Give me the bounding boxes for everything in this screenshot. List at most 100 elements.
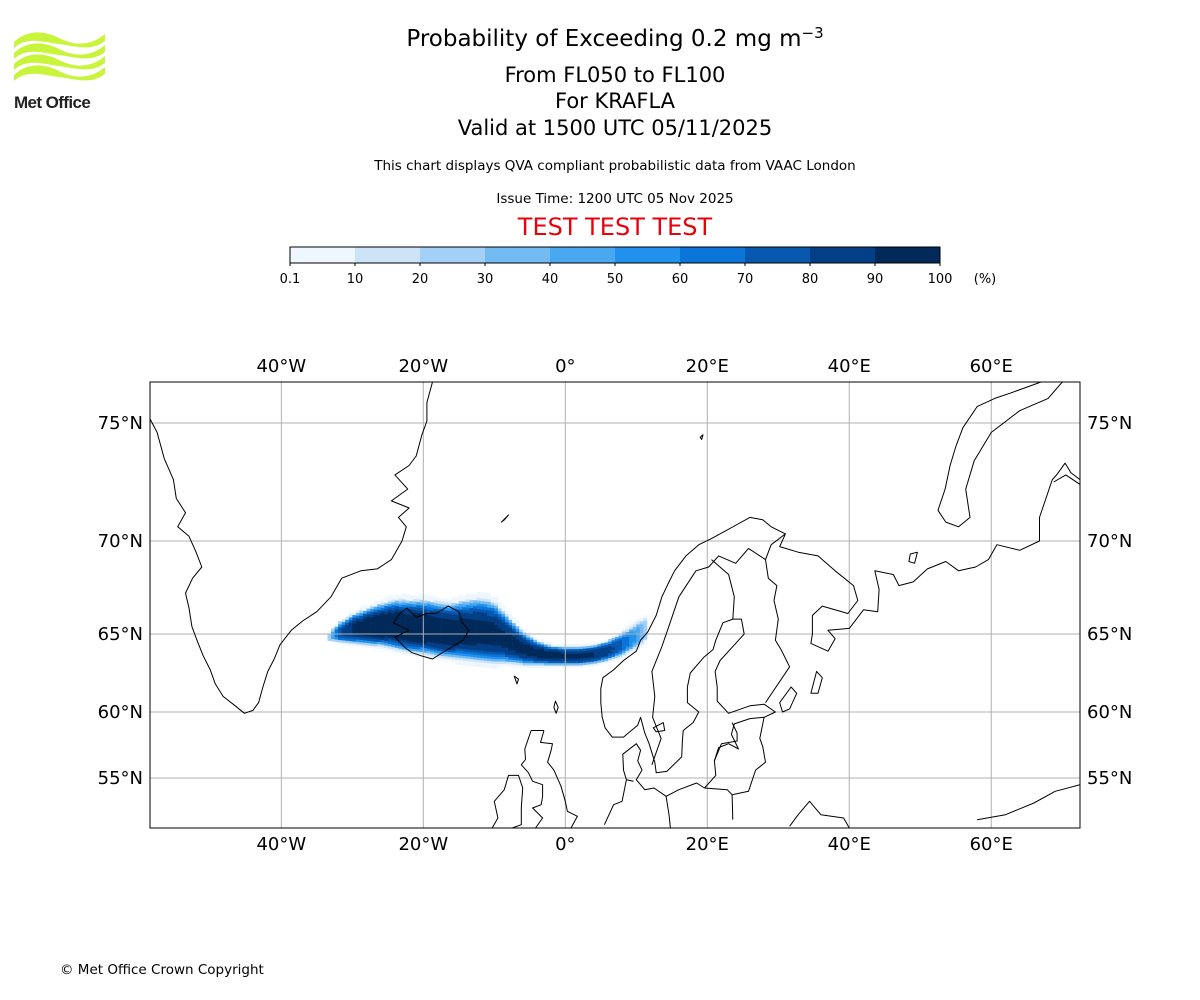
plume-cell xyxy=(366,645,371,648)
plume-cell xyxy=(455,600,460,604)
plume-cell xyxy=(352,631,357,635)
plume-cell xyxy=(441,626,445,630)
plume-cell xyxy=(473,663,477,667)
plume-cell xyxy=(558,658,563,661)
plume-cell xyxy=(455,636,460,639)
plume-cell xyxy=(416,607,421,611)
chart-title-text: Probability of Exceeding 0.2 mg m xyxy=(406,26,802,52)
plume-cell xyxy=(512,625,516,629)
plume-cell xyxy=(508,647,513,651)
baltic-coastline xyxy=(713,722,738,761)
plume-cell xyxy=(451,613,456,617)
plume-cell xyxy=(437,614,442,618)
plume-cell xyxy=(554,646,559,650)
plume-cell xyxy=(426,653,431,656)
plume-cell xyxy=(629,643,634,647)
plume-cell xyxy=(483,655,488,659)
plume-cell xyxy=(483,662,488,666)
plume-cell xyxy=(483,623,488,627)
plume-cell xyxy=(515,645,520,649)
plume-cell xyxy=(355,626,360,630)
plume-cell xyxy=(618,640,623,643)
yamal-coastline xyxy=(1053,474,1080,485)
plume-cell xyxy=(540,655,545,659)
plume-cell xyxy=(451,656,456,660)
plume-cell xyxy=(448,613,453,617)
plume-cell xyxy=(387,634,392,638)
plume-cell xyxy=(476,617,481,621)
plume-cell xyxy=(430,627,435,631)
plume-cell xyxy=(529,646,534,650)
plume-cell xyxy=(444,637,449,640)
plume-cell xyxy=(331,636,335,639)
great-britain-coastline xyxy=(520,730,578,828)
plume-cell xyxy=(462,658,467,661)
plume-cell xyxy=(547,653,552,657)
plume-cell xyxy=(370,605,374,610)
plume-cell xyxy=(469,610,474,614)
plume-cell xyxy=(394,630,399,634)
plume-cell xyxy=(387,609,392,613)
plume-cell xyxy=(505,640,509,643)
plume-cell xyxy=(501,627,506,631)
plume-cell xyxy=(618,635,623,639)
plume-cell xyxy=(412,634,417,638)
plume-cell xyxy=(540,651,545,654)
plume-cell xyxy=(455,628,460,632)
plume-cell xyxy=(458,636,463,640)
plume-cell xyxy=(540,653,545,657)
plume-cell xyxy=(565,655,570,659)
plume-cell xyxy=(632,626,637,630)
plume-cell xyxy=(426,655,431,659)
plume-cell xyxy=(455,650,460,653)
logo-waves-icon xyxy=(14,32,105,81)
plume-cell xyxy=(487,618,492,622)
plume-cell xyxy=(430,599,435,603)
plume-cell xyxy=(462,646,467,649)
colorbar-tick-label: 50 xyxy=(607,272,624,287)
plume-cell xyxy=(405,633,410,637)
plume-cell xyxy=(480,625,484,630)
plume-cell xyxy=(444,653,449,657)
plume-cell xyxy=(625,650,630,654)
plume-cell xyxy=(490,635,495,639)
plume-cell xyxy=(394,608,399,612)
plume-cell xyxy=(476,628,481,632)
plume-cell xyxy=(377,612,382,616)
plume-cell xyxy=(473,656,477,660)
plume-cell xyxy=(551,653,555,657)
plume-cell xyxy=(622,645,626,649)
plume-cell xyxy=(607,645,612,649)
plume-cell xyxy=(622,643,626,646)
plume-cell xyxy=(370,633,374,637)
plume-cell xyxy=(373,641,378,644)
plume-cell xyxy=(345,635,350,639)
plume-cell xyxy=(387,628,392,633)
plume-cell xyxy=(384,638,389,641)
plume-cell xyxy=(565,644,570,647)
plume-cell xyxy=(540,641,545,645)
plume-cell xyxy=(636,624,641,628)
plume-cell xyxy=(370,645,374,649)
plume-cell xyxy=(490,637,495,641)
plume-cell xyxy=(615,650,619,654)
plume-cell xyxy=(604,642,609,645)
plume-cell xyxy=(607,638,612,642)
plume-cell xyxy=(451,622,456,626)
plume-cell xyxy=(483,604,488,608)
plume-cell xyxy=(625,648,630,651)
plume-cell xyxy=(615,652,619,656)
plume-cell xyxy=(469,637,474,641)
colorbar-tick-label: 0.1 xyxy=(280,272,301,287)
plume-cell xyxy=(384,628,389,632)
plume-cell xyxy=(405,630,410,634)
plume-cell xyxy=(394,619,399,623)
plume-cell xyxy=(363,640,367,643)
plume-cell xyxy=(558,660,563,664)
plume-cell xyxy=(632,644,637,647)
colorbar-segment xyxy=(485,247,551,263)
plume-cell xyxy=(473,605,477,609)
plume-cell xyxy=(334,626,339,630)
plume-cell xyxy=(341,642,346,646)
plume-cell xyxy=(512,647,516,651)
